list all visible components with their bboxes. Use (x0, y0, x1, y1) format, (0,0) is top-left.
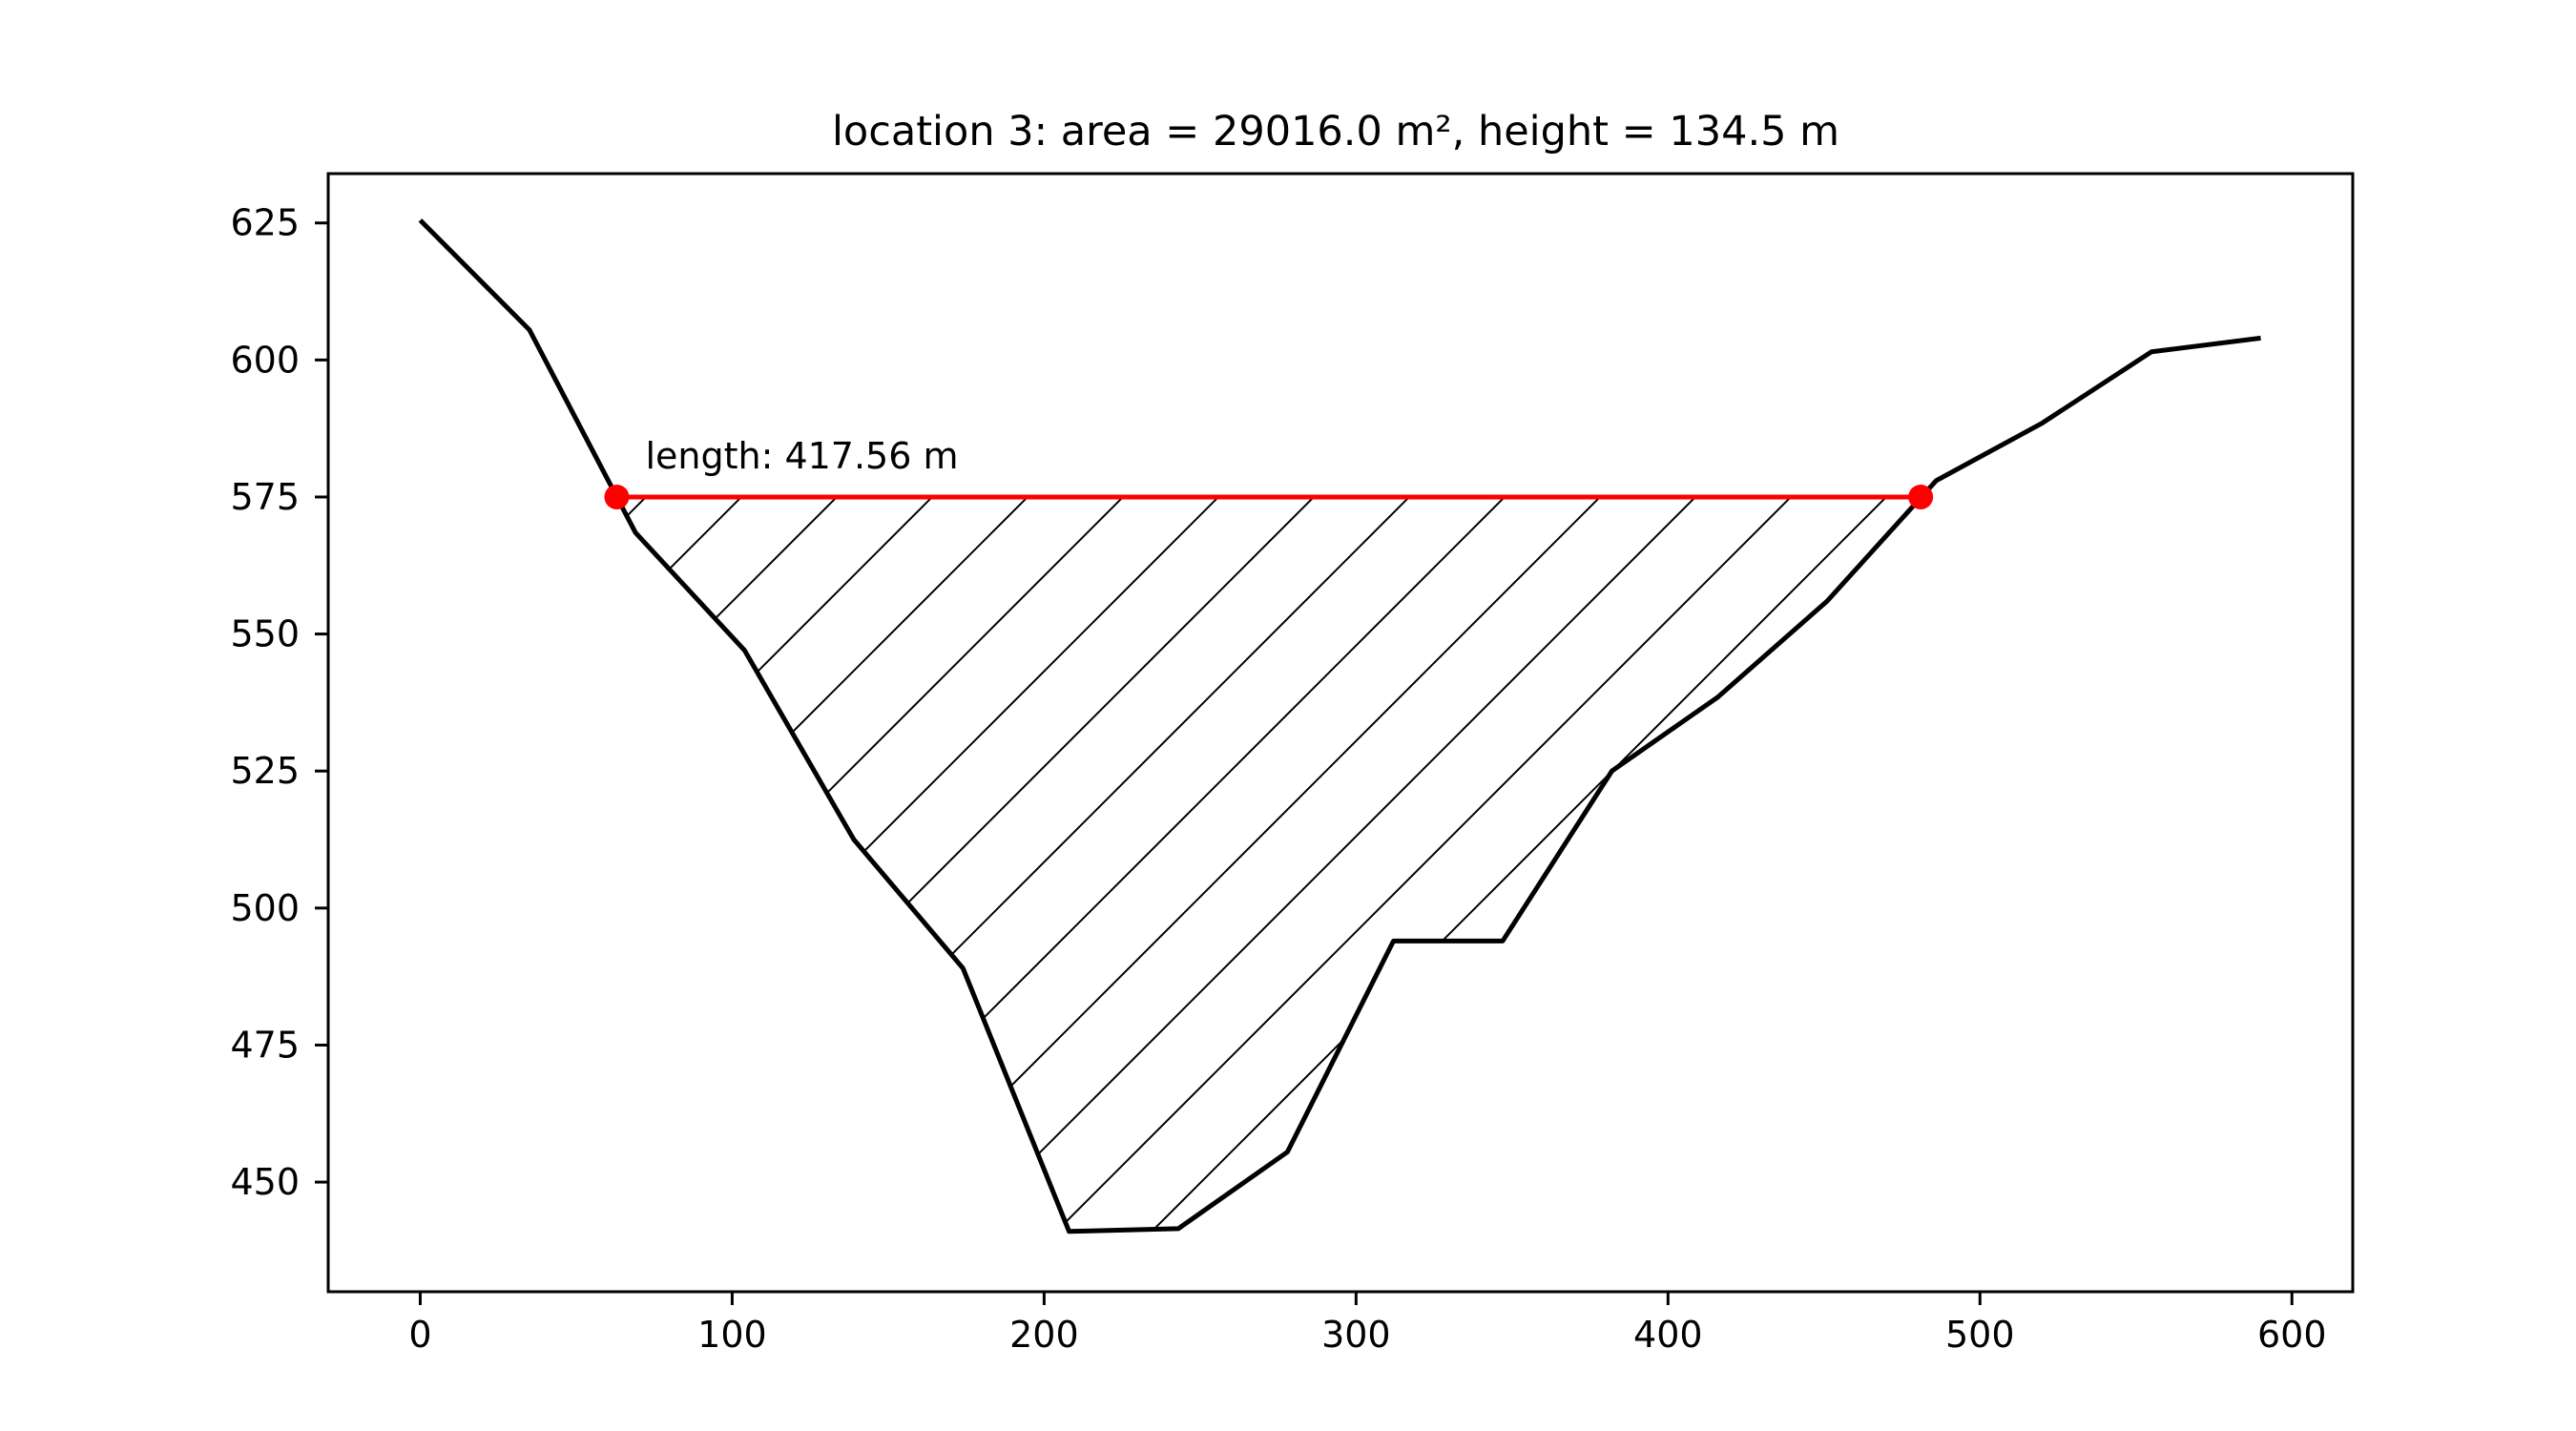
hatch-line (616, 496, 1447, 1232)
y-axis: 450 475 500 525 550 575 600 625 (230, 202, 328, 1203)
y-tick-label: 575 (230, 476, 300, 518)
hatch-line (1663, 496, 1922, 1232)
y-tick-label: 625 (230, 202, 300, 244)
hatch-line (616, 496, 1066, 1232)
water-level-left-point (604, 484, 630, 509)
plot-frame (326, 172, 2355, 1294)
hatch-line (616, 496, 1161, 1232)
hatch-line (2236, 174, 2576, 1292)
y-tick-label: 450 (230, 1161, 300, 1203)
y-tick-label: 500 (230, 887, 300, 929)
hatch-line (0, 174, 206, 1292)
hatch-line (616, 496, 1257, 1232)
y-tick-label: 525 (230, 750, 300, 792)
x-axis: 0 100 200 300 400 500 600 (408, 1292, 2327, 1356)
x-tick-label: 100 (697, 1314, 767, 1356)
x-tick-label: 600 (2257, 1314, 2327, 1356)
x-tick-label: 300 (1321, 1314, 1391, 1356)
length-annotation: length: 417.56 m (645, 435, 958, 477)
hatch-line (1377, 496, 1922, 1232)
x-tick-label: 400 (1633, 1314, 1703, 1356)
hatch-line (616, 496, 970, 1232)
hatch-line (1091, 496, 1922, 1232)
hatch-line (616, 496, 684, 1232)
hatch-line (0, 174, 15, 1292)
hatch-line (1568, 496, 1922, 1232)
y-tick-label: 550 (230, 613, 300, 655)
hatched-area-outline (614, 495, 1923, 1233)
water-level-right-point (1908, 484, 1934, 509)
hatch-line (2523, 174, 2576, 1292)
hatch-line (616, 496, 779, 1232)
hatched-area (0, 174, 2576, 1292)
hatch-line (1186, 496, 1922, 1232)
hatch-line (1758, 496, 1922, 1232)
hatch-line (900, 496, 1922, 1232)
hatch-line (804, 496, 1922, 1232)
hatch-line (616, 496, 1734, 1232)
hatch-line (2427, 174, 2576, 1292)
hatch-line (0, 174, 111, 1292)
hatch-line (709, 496, 1829, 1232)
chart-title: location 3: area = 29016.0 m², height = … (832, 108, 1839, 156)
hatch-line (0, 174, 397, 1292)
hatch-line (2141, 174, 2576, 1292)
terrain-profile-line (418, 218, 2261, 1234)
hatch-line (616, 496, 1638, 1232)
x-tick-label: 200 (1009, 1314, 1079, 1356)
hatch-line (995, 496, 1922, 1232)
hatch-line (2332, 174, 2576, 1292)
hatch-line (616, 496, 875, 1232)
hatch-line (1950, 174, 2576, 1292)
hatch-line (1472, 496, 1922, 1232)
hatch-line (616, 496, 1543, 1232)
y-tick-label: 600 (230, 339, 300, 381)
hatch-line (1854, 496, 1922, 1232)
x-tick-label: 0 (408, 1314, 431, 1356)
hatch-line (2046, 174, 2576, 1292)
y-tick-label: 475 (230, 1024, 300, 1066)
x-tick-label: 500 (1945, 1314, 2015, 1356)
